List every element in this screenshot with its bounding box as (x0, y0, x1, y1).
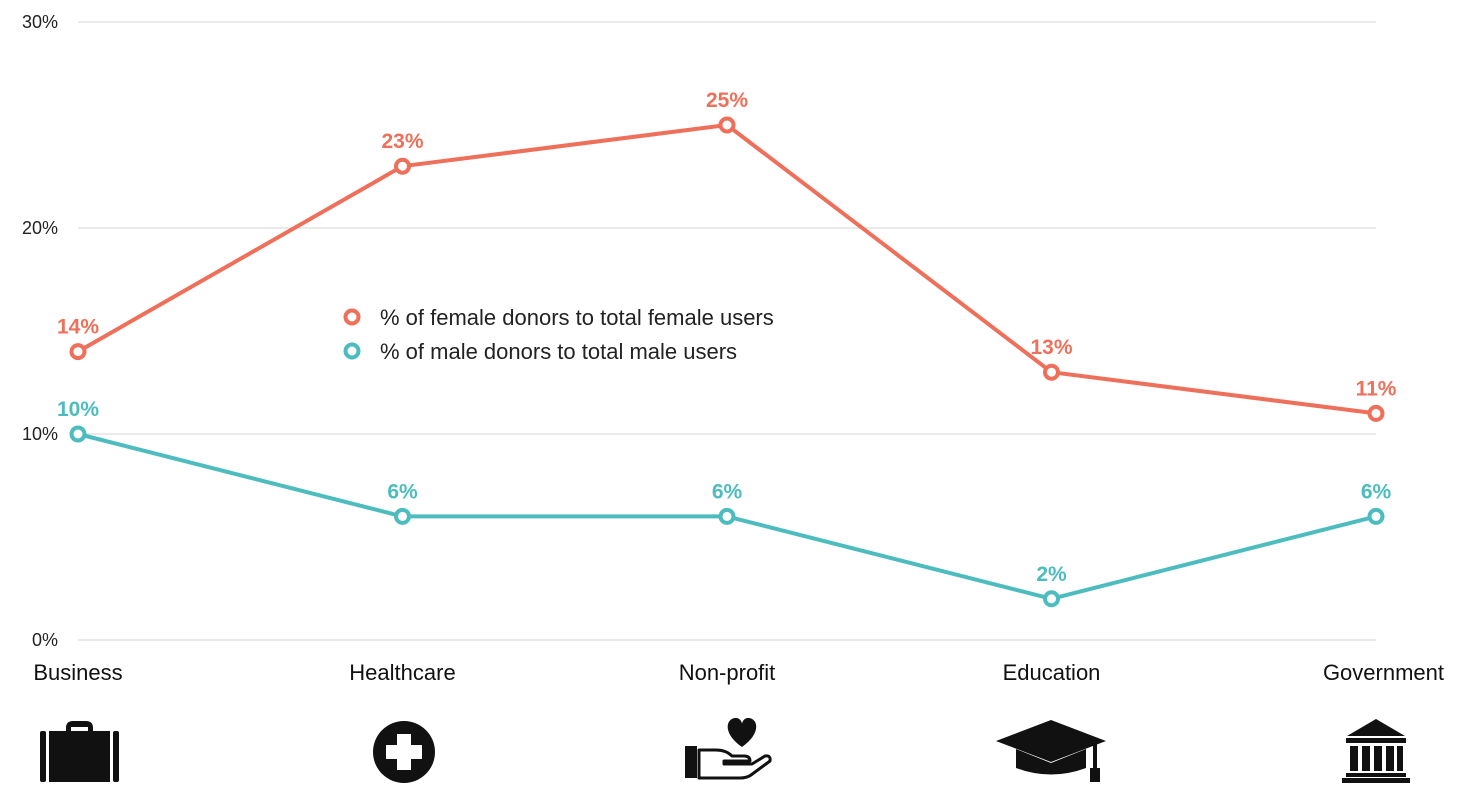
heart-hand-icon (685, 718, 772, 780)
x-tick-label: Education (1003, 660, 1101, 685)
data-label-female: 23% (381, 130, 423, 153)
legend-label-male: % of male donors to total male users (380, 339, 737, 364)
data-point-female (718, 116, 736, 134)
y-axis-ticks: 0% 10% 20% 30% (22, 12, 58, 650)
legend-label-female: % of female donors to total female users (380, 305, 774, 330)
data-label-male: 6% (712, 480, 743, 503)
x-tick-label: Non-profit (679, 660, 776, 685)
data-point-male (69, 425, 87, 443)
data-point-male (1043, 590, 1060, 608)
legend-item-male: % of male donors to total male users (343, 339, 737, 364)
data-label-male: 6% (387, 480, 418, 503)
y-tick-label: 0% (32, 630, 58, 650)
y-tick-label: 30% (22, 12, 58, 32)
data-label-male: 10% (57, 398, 99, 421)
graduation-cap-icon (996, 720, 1106, 782)
data-point-female (1367, 404, 1385, 422)
grid-lines (78, 21, 1376, 641)
data-label-female: 25% (706, 89, 748, 112)
data-label-female: 13% (1030, 336, 1072, 359)
y-tick-label: 10% (22, 424, 58, 444)
data-point-male (1367, 507, 1385, 525)
briefcase-icon (40, 721, 119, 782)
data-label-female: 11% (1356, 377, 1397, 400)
x-tick-label: Business (33, 660, 122, 685)
x-tick-label: Healthcare (349, 660, 455, 685)
legend-marker-male (343, 342, 361, 360)
data-label-male: 2% (1036, 563, 1067, 586)
legend-item-female: % of female donors to total female users (343, 305, 774, 330)
legend: % of female donors to total female users… (343, 305, 774, 364)
data-point-male (718, 507, 736, 525)
data-point-female (1043, 363, 1060, 381)
data-point-male (394, 507, 411, 525)
series-lines (69, 116, 1385, 608)
legend-marker-female (343, 308, 361, 326)
x-axis-ticks: Business Healthcare Non-profit Education Gov… (33, 660, 1444, 685)
y-tick-label: 20% (22, 218, 58, 238)
series-line-female (77, 123, 1377, 416)
x-tick-label: Government (1323, 660, 1444, 685)
category-icons (40, 718, 1410, 783)
data-point-female (394, 157, 411, 175)
data-labels: 14% 23% 25% 13% 11% 10% 6% 6% 2% 6% (57, 89, 1397, 586)
data-label-male: 6% (1361, 480, 1392, 503)
data-point-female (69, 343, 87, 361)
data-label-female: 14% (57, 316, 99, 339)
government-building-icon (1342, 719, 1410, 783)
medical-cross-icon (373, 721, 435, 783)
